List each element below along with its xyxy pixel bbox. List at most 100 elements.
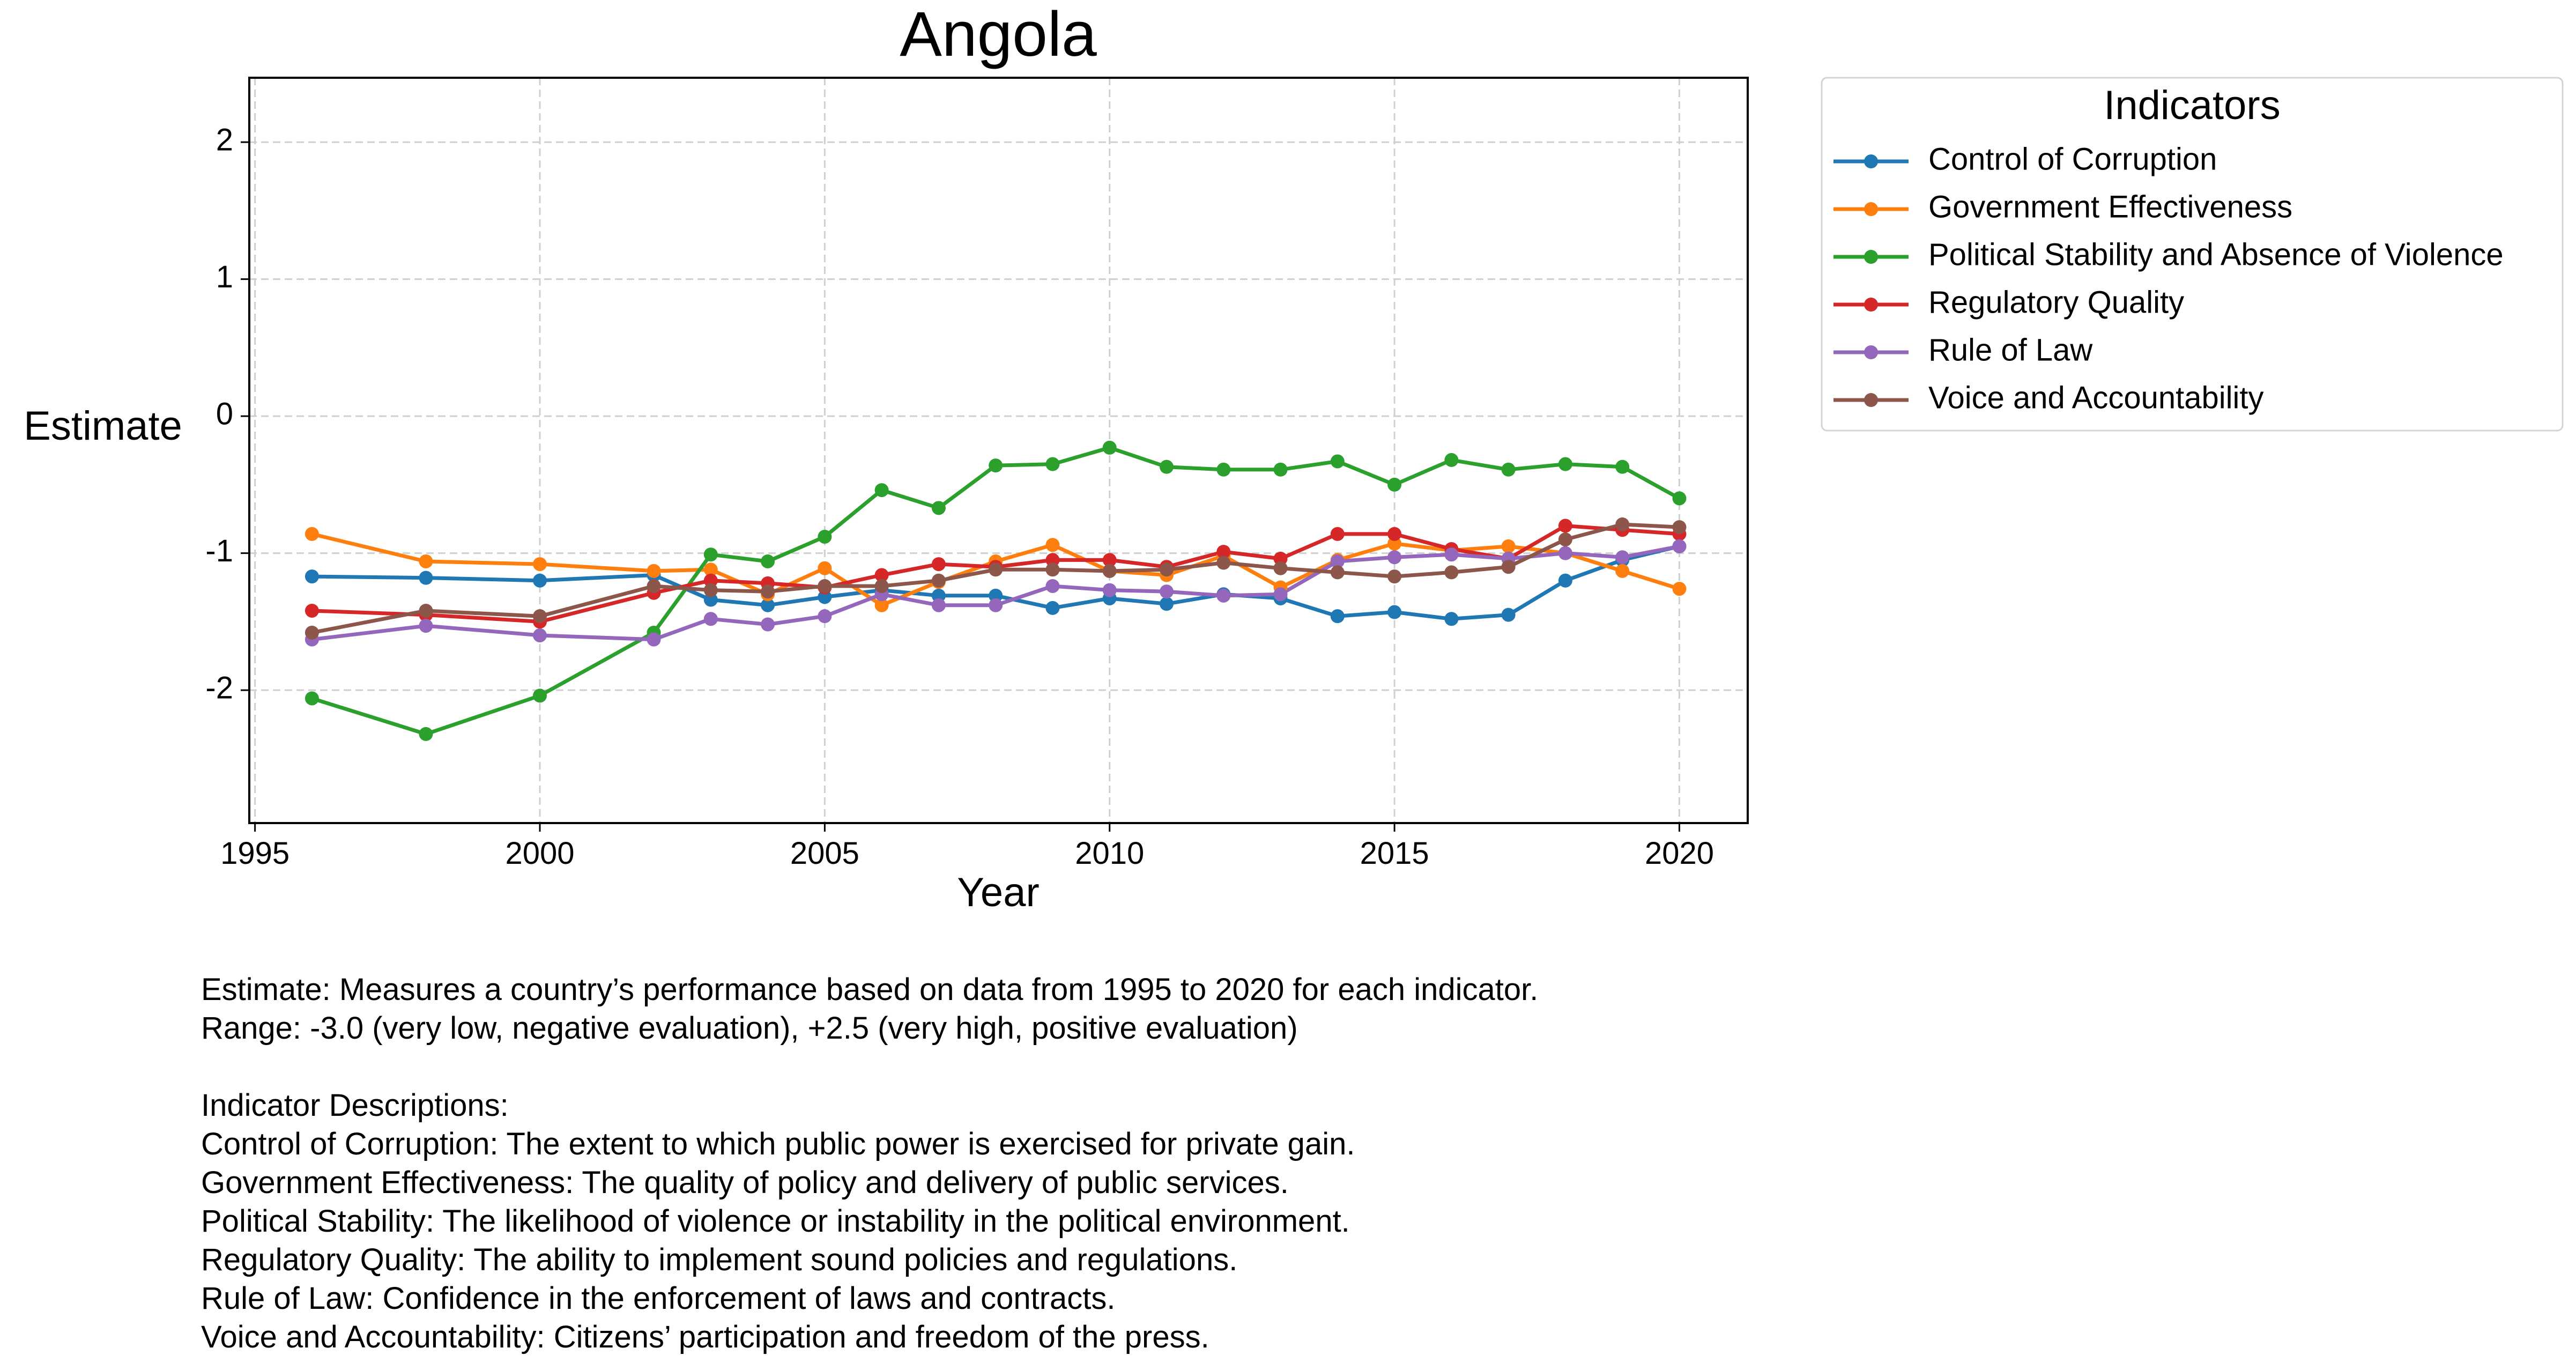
data-point <box>761 554 775 568</box>
data-point <box>931 598 946 612</box>
data-point <box>1387 477 1402 492</box>
data-point <box>931 588 946 603</box>
data-point <box>1444 565 1459 580</box>
data-point <box>818 609 832 624</box>
y-tick-label: -2 <box>205 670 233 705</box>
data-point <box>305 527 319 541</box>
data-point <box>532 573 547 588</box>
legend-entry-label: Political Stability and Absence of Viole… <box>1928 237 2504 272</box>
data-point <box>532 609 547 624</box>
data-point <box>647 579 661 593</box>
data-point <box>1045 579 1060 593</box>
data-point <box>1045 457 1060 471</box>
data-point <box>1672 520 1687 535</box>
data-point <box>1045 553 1060 567</box>
data-point <box>1045 538 1060 552</box>
data-point <box>1160 584 1174 599</box>
data-point <box>647 632 661 647</box>
data-point <box>1444 612 1459 626</box>
data-point <box>761 598 775 612</box>
data-point <box>305 603 319 618</box>
data-point <box>989 458 1003 473</box>
x-tick-label: 2020 <box>1645 836 1714 871</box>
data-point <box>1501 608 1516 622</box>
note-desc-rule-of-law: Rule of Law: Confidence in the enforceme… <box>201 1281 1116 1316</box>
note-estimate: Estimate: Measures a country’s performan… <box>201 972 1539 1007</box>
legend-marker <box>1864 202 1878 216</box>
axis-ticks: 1995 2000 2005 2010 2015 2020 2 1 0 -1 -2 <box>205 122 1714 871</box>
data-point <box>703 573 718 588</box>
data-point <box>1387 550 1402 565</box>
data-point <box>1102 553 1117 567</box>
data-point <box>1330 609 1345 624</box>
data-point <box>419 727 433 741</box>
legend-entry-label: Government Effectiveness <box>1928 189 2292 224</box>
data-point <box>1558 519 1572 533</box>
series-lines <box>305 440 1687 741</box>
data-point <box>1615 550 1630 565</box>
chart-figure: Angola Estimate Year 1995 2000 2005 2010 201… <box>24 0 2564 915</box>
series-line <box>311 544 1680 642</box>
note-desc-voice: Voice and Accountability: Citizens’ part… <box>201 1320 1209 1354</box>
notes-block: Estimate: Measures a country’s performan… <box>201 971 1538 1357</box>
note-desc-government: Government Effectiveness: The quality of… <box>201 1165 1289 1200</box>
data-point <box>1672 539 1687 553</box>
legend-entry-label: Regulatory Quality <box>1928 285 2184 320</box>
data-point <box>1102 440 1117 455</box>
legend-entry-label: Control of Corruption <box>1928 142 2217 176</box>
data-point <box>931 557 946 572</box>
y-tick-label: 2 <box>216 122 233 157</box>
data-point <box>989 598 1003 612</box>
x-tick-label: 2000 <box>505 836 574 871</box>
x-tick-label: 2010 <box>1075 836 1144 871</box>
legend-marker <box>1864 393 1878 407</box>
data-point <box>1672 491 1687 506</box>
data-point <box>1273 462 1288 477</box>
data-point <box>532 628 547 642</box>
legend-title: Indicators <box>2104 83 2281 128</box>
data-point <box>989 588 1003 603</box>
data-point <box>703 547 718 562</box>
data-point <box>931 501 946 515</box>
data-point <box>1501 462 1516 477</box>
data-point <box>1216 462 1231 477</box>
data-point <box>1558 457 1572 471</box>
data-point <box>1216 556 1231 570</box>
legend-marker <box>1864 154 1878 168</box>
data-point <box>532 557 547 572</box>
data-point <box>1387 605 1402 619</box>
data-point <box>1273 561 1288 575</box>
data-point <box>703 583 718 597</box>
data-point <box>1444 547 1459 562</box>
note-descriptions-heading: Indicator Descriptions: <box>201 1088 509 1123</box>
data-point <box>1615 460 1630 474</box>
data-point <box>1615 517 1630 531</box>
data-point <box>1216 545 1231 559</box>
data-point <box>1330 554 1345 568</box>
data-point <box>1045 562 1060 577</box>
data-point <box>647 564 661 578</box>
note-desc-political: Political Stability: The likelihood of v… <box>201 1204 1350 1239</box>
legend-entry-label: Rule of Law <box>1928 332 2093 367</box>
x-axis-label: Year <box>957 870 1040 915</box>
note-desc-corruption: Control of Corruption: The extent to whi… <box>201 1127 1355 1161</box>
data-point <box>1501 539 1516 553</box>
data-point <box>1501 560 1516 574</box>
data-point <box>419 571 433 585</box>
data-point <box>1160 597 1174 611</box>
data-point <box>989 562 1003 577</box>
data-point <box>1444 453 1459 467</box>
series-line <box>311 522 1680 635</box>
data-point <box>1102 564 1117 578</box>
data-point <box>1387 527 1402 541</box>
grid-lines <box>249 78 1748 823</box>
legend-entry-label: Voice and Accountability <box>1928 380 2264 415</box>
data-point <box>1160 460 1174 474</box>
data-point <box>1273 587 1288 602</box>
legend: Indicators Control of Corruption Governmen… <box>1821 77 2564 432</box>
data-point <box>818 590 832 604</box>
data-point <box>818 561 832 575</box>
data-point <box>1045 601 1060 615</box>
data-point <box>703 562 718 577</box>
data-point <box>1387 536 1402 551</box>
